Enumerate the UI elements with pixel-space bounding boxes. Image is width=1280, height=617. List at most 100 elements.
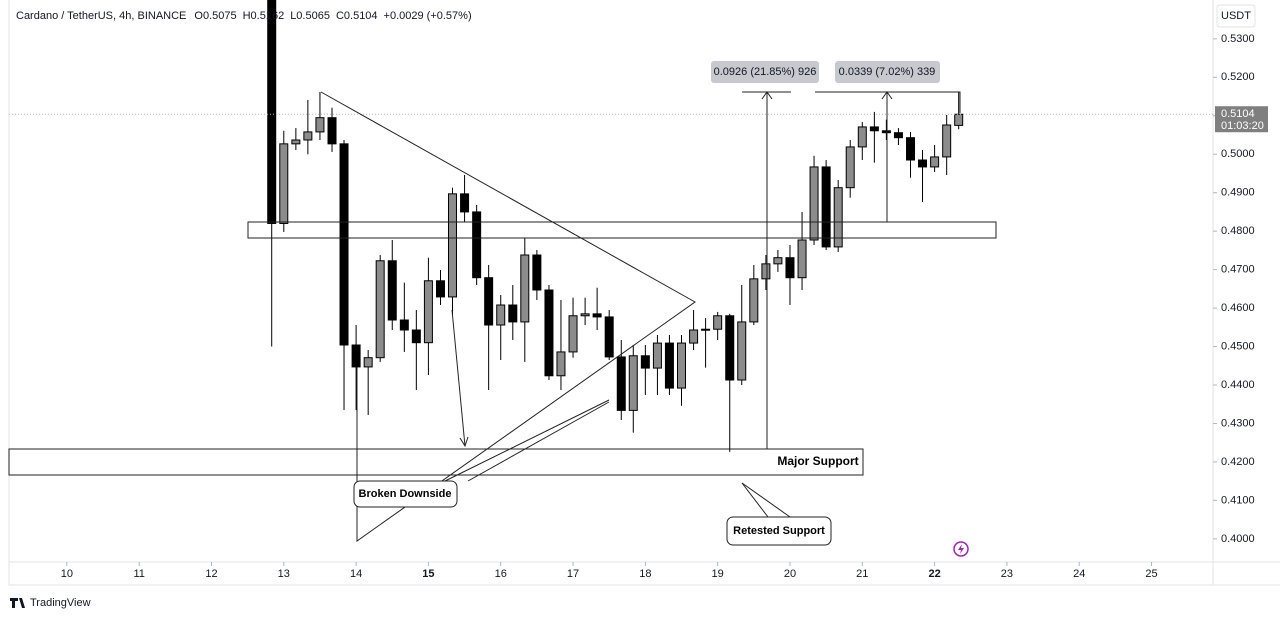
candle-body	[749, 278, 759, 323]
callout-line	[741, 482, 791, 518]
candle-body	[399, 319, 409, 331]
candle-body	[339, 143, 349, 346]
measure-label-box	[835, 61, 940, 83]
candle-body	[508, 304, 518, 323]
candle-body	[797, 239, 807, 279]
x-tick-label: 17	[567, 568, 579, 580]
candle-body	[447, 193, 457, 298]
candle-body	[930, 156, 940, 168]
brand-logo	[10, 598, 25, 608]
candle-body	[628, 355, 638, 411]
y-tick-label: 0.4900	[1221, 187, 1255, 199]
candle-body	[375, 260, 385, 359]
candle-body	[857, 126, 867, 148]
measure-label: 0.0339 (7.02%) 339	[839, 66, 936, 78]
annotation: Broken Downside	[359, 488, 452, 500]
x-tick-label: 11	[133, 568, 144, 580]
candle-body	[315, 117, 325, 133]
candle-body	[869, 126, 879, 132]
last-price-box	[1215, 106, 1268, 133]
candle-body	[556, 351, 566, 377]
candle-body	[833, 187, 843, 248]
y-tick-label: 0.5300	[1221, 33, 1255, 45]
annotation: Retested Support	[733, 525, 825, 537]
candle-body	[411, 329, 421, 344]
candle-body	[906, 137, 916, 161]
y-tick-label: 0.4500	[1221, 340, 1255, 352]
x-tick-label: 18	[639, 568, 651, 580]
candle-body	[773, 257, 783, 265]
x-tick-label: 16	[495, 568, 507, 580]
arrow-head	[459, 436, 469, 448]
y-tick-label: 0.4100	[1221, 494, 1255, 506]
candle-body	[387, 260, 397, 321]
candle-body	[532, 254, 542, 291]
y-tick-label: 0.4000	[1221, 533, 1255, 545]
candle-body	[725, 315, 735, 381]
ohlc-high: H0.5162	[243, 10, 285, 22]
y-tick-label: 0.4400	[1221, 379, 1255, 391]
x-tick-label: 14	[350, 568, 362, 580]
annotation: Major Support	[777, 454, 858, 468]
y-tick-label: 0.4600	[1221, 302, 1255, 314]
candle-body	[580, 313, 590, 317]
candle-body	[604, 316, 614, 358]
annotation-box	[353, 480, 458, 508]
support-zone	[8, 448, 864, 476]
measure-label-box	[711, 61, 819, 83]
candle-body	[327, 117, 337, 145]
y-tick-label: 0.5000	[1221, 148, 1255, 160]
candle-body	[881, 130, 891, 134]
ohlc-open: O0.5075	[194, 10, 236, 22]
candle-body	[809, 166, 819, 241]
candle-body	[701, 328, 711, 331]
measure-arrow	[881, 91, 893, 100]
candle-body	[496, 304, 506, 326]
last-price-label: 0.5104	[1221, 108, 1255, 120]
candle-body	[351, 344, 361, 368]
alert-icon-bolt	[958, 544, 964, 554]
ohlc-change: +0.0029 (+0.57%)	[384, 10, 472, 22]
x-tick-label: 10	[61, 568, 73, 580]
candle-body	[472, 211, 482, 279]
candle-body	[640, 355, 650, 369]
ohlc-close: C0.5104	[336, 10, 378, 22]
candle-body	[845, 146, 855, 189]
countdown-label: 01:03:20	[1221, 120, 1264, 132]
y-tick-label: 0.4800	[1221, 225, 1255, 237]
candle-body	[484, 277, 494, 326]
x-tick-label: 23	[1001, 568, 1013, 580]
x-tick-label: 25	[1145, 568, 1157, 580]
y-tick-label: 0.4200	[1221, 456, 1255, 468]
x-tick-label: 22	[928, 568, 940, 580]
candle-body	[616, 356, 626, 411]
symbol: Cardano / TetherUS, 4h, BINANCE	[16, 10, 186, 22]
currency-box[interactable]	[1216, 4, 1256, 28]
resistance-zone	[247, 221, 997, 239]
candle-body	[893, 132, 903, 139]
measure-arrow	[761, 91, 773, 100]
alert-icon[interactable]	[953, 541, 969, 557]
triangle	[320, 91, 696, 542]
y-tick-label: 0.4700	[1221, 264, 1255, 276]
candle-body	[664, 342, 674, 389]
brand: TradingView	[30, 597, 91, 609]
ohlc-low: L0.5065	[290, 10, 330, 22]
candle-body	[291, 139, 301, 145]
candle-body	[737, 321, 747, 381]
y-tick-label: 0.4300	[1221, 417, 1255, 429]
candle-body	[267, 0, 277, 224]
x-tick-label: 13	[278, 568, 290, 580]
drawings: 0.0926 (21.85%) 926 0.0339 (7.02%) 339 M…	[8, 61, 997, 557]
candle-body	[785, 257, 795, 279]
callout-line	[467, 401, 610, 482]
chart-header: Cardano / TetherUS, 4h, BINANCE O0.5075 H0…	[16, 10, 472, 22]
x-tick-label: 19	[712, 568, 724, 580]
x-tick-label: 12	[205, 568, 217, 580]
plot-area: 0.4000 0.4100 0.4200 0.4300 0.4400 0.4500 0.46…	[9, 0, 1255, 580]
candle-body	[761, 263, 771, 280]
callout-line	[741, 482, 769, 518]
x-tick-label: 21	[856, 568, 868, 580]
